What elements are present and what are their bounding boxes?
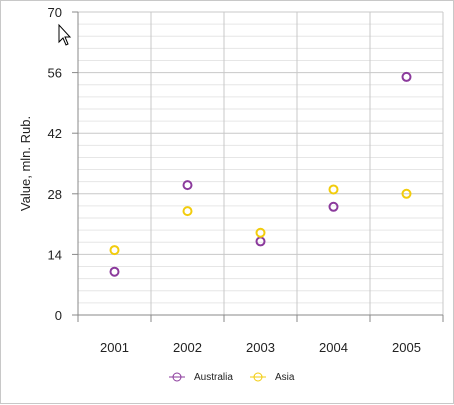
legend-label: Australia [194,372,233,383]
legend-label: Asia [275,372,295,383]
legend-marker [253,372,263,382]
y-tick-label: 42 [48,126,62,141]
data-point-asia [255,227,266,238]
y-tick-label: 28 [48,187,62,202]
y-tick-label: 56 [48,66,62,81]
x-tick-label: 2002 [173,340,202,355]
y-tick-label: 14 [48,247,62,262]
data-points [109,71,412,277]
tick-labels: 0 14 28 42 56 70 2001 2002 2003 2004 2005 [48,5,421,355]
data-point-asia [109,245,120,256]
x-tick-label: 2005 [392,340,421,355]
x-tick-label: 2003 [246,340,275,355]
data-point-asia [182,206,193,217]
data-point-australia [109,266,120,277]
mouse-cursor-icon [58,23,72,46]
x-tick-label: 2004 [319,340,348,355]
data-point-asia [401,188,412,199]
data-point-australia [328,201,339,212]
major-gridlines [78,11,444,315]
data-point-asia [328,184,339,195]
axes [72,11,444,322]
data-point-australia [182,180,193,191]
y-tick-label: 0 [55,308,62,323]
data-point-australia [255,236,266,247]
y-tick-label: 70 [48,5,62,20]
data-point-australia [401,71,412,82]
legend-marker [172,372,182,382]
legend[interactable]: Australia Asia [169,372,295,383]
y-axis-title: Value, mln. Rub. [18,116,33,211]
x-tick-label: 2001 [100,340,129,355]
minor-gridlines [78,23,443,304]
